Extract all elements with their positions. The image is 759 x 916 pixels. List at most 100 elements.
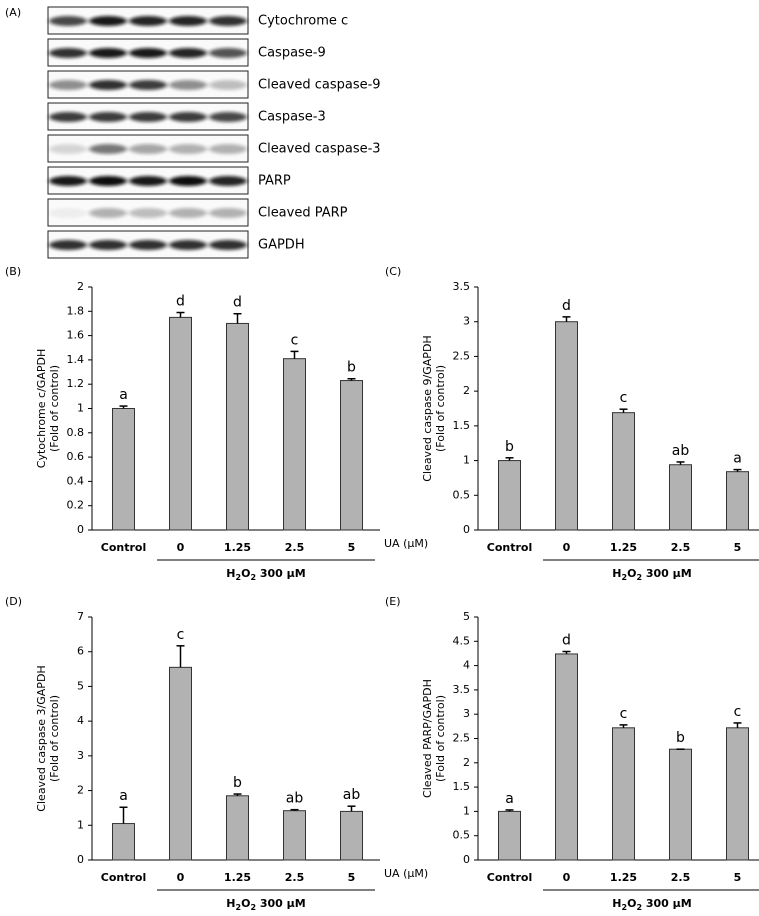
x-tick-label: 2.5	[285, 871, 305, 884]
significance-letter: c	[177, 627, 185, 643]
blot-band	[209, 144, 247, 154]
y-axis-label: Cleaved caspase 3/GAPDH	[35, 665, 48, 811]
bar	[612, 727, 635, 861]
blot-band	[49, 16, 87, 26]
bar	[498, 460, 521, 531]
blot-band	[209, 176, 247, 186]
y-tick-label: 0	[463, 523, 470, 536]
y-tick-label: 1.5	[453, 419, 471, 432]
blot-band	[49, 112, 87, 122]
x-tick-label: 5	[348, 541, 356, 554]
blot-band	[49, 208, 87, 218]
x-tick-label: 2.5	[671, 871, 691, 884]
group-label-part: 2	[236, 573, 242, 582]
blot-band	[169, 80, 207, 90]
y-axis-label: Cleaved PARP/GAPDH	[421, 679, 434, 798]
y-axis-label: Cytochrome c/GAPDH	[35, 349, 48, 468]
blot-band	[129, 208, 167, 218]
y-tick-label: 1	[463, 454, 470, 467]
x-tick-label: 2.5	[285, 541, 305, 554]
group-label-part: H	[612, 567, 621, 580]
bar	[669, 748, 692, 861]
significance-letter: a	[733, 451, 742, 467]
y-tick-label: 4	[463, 659, 470, 672]
blot-row-label: Cleaved PARP	[258, 206, 348, 221]
group-label: H2O2 300 μM	[612, 897, 691, 912]
y-tick-label: 5	[463, 610, 470, 623]
blot-band	[169, 112, 207, 122]
bar	[112, 408, 135, 531]
blot-band	[89, 112, 127, 122]
x-tick-label: 1.25	[610, 871, 637, 884]
blot-band	[209, 240, 247, 250]
blot-row-label: Caspase-3	[258, 110, 326, 125]
y-tick-label: 3.5	[453, 280, 471, 293]
group-label: H2O2 300 μM	[612, 567, 691, 582]
bar	[112, 823, 135, 861]
blot-row-label: GAPDH	[258, 238, 305, 253]
significance-letter: c	[620, 390, 628, 406]
y-axis-label: (Fold of control)	[434, 695, 447, 782]
x-tick-label: 0	[177, 871, 185, 884]
group-label-part: 2	[636, 573, 642, 582]
x-tick-label: 5	[734, 871, 742, 884]
group-label-part: O	[627, 897, 636, 910]
significance-letter: a	[505, 791, 514, 807]
y-tick-label: 5	[77, 679, 84, 692]
blot-row-label: Cleaved caspase-9	[258, 78, 381, 93]
blot-band	[169, 16, 207, 26]
bar	[612, 412, 635, 531]
blot-band	[169, 176, 207, 186]
blot-band	[209, 48, 247, 58]
y-tick-label: 1.6	[67, 329, 85, 342]
panel-label: (A)	[5, 6, 21, 19]
group-label-part: 2	[250, 573, 256, 582]
y-tick-label: 3	[463, 707, 470, 720]
y-tick-label: 1	[463, 804, 470, 817]
bar	[726, 471, 749, 531]
group-label-part: O	[241, 897, 250, 910]
bar	[498, 810, 521, 861]
blot-band	[169, 48, 207, 58]
y-tick-label: 4.5	[453, 634, 471, 647]
y-tick-label: 0.8	[67, 426, 85, 439]
blot-band	[89, 176, 127, 186]
y-tick-label: 1.5	[453, 780, 471, 793]
significance-letter: c	[620, 706, 628, 722]
significance-letter: d	[562, 633, 571, 649]
bar	[340, 810, 363, 861]
y-tick-label: 3	[77, 749, 84, 762]
x-tick-label: Control	[487, 541, 532, 554]
blot-band	[89, 240, 127, 250]
blot-band	[129, 80, 167, 90]
y-tick-label: 1	[77, 402, 84, 415]
significance-letter: b	[347, 360, 356, 376]
blot-band	[209, 80, 247, 90]
significance-letter: c	[291, 332, 299, 348]
significance-letter: d	[176, 294, 185, 310]
y-tick-label: 0.4	[67, 474, 85, 487]
group-label-part: 300 μM	[256, 897, 306, 910]
bar	[555, 653, 578, 861]
significance-letter: c	[734, 704, 742, 720]
blot-band	[89, 48, 127, 58]
bar	[283, 810, 306, 861]
blot-band	[129, 176, 167, 186]
y-axis-label: (Fold of control)	[48, 695, 61, 782]
blot-band	[89, 144, 127, 154]
y-axis-label: (Fold of control)	[48, 365, 61, 452]
significance-letter: d	[562, 298, 571, 314]
x-tick-label: 1.25	[224, 541, 251, 554]
y-tick-label: 0.6	[67, 450, 85, 463]
x-tick-label: Control	[487, 871, 532, 884]
x-unit-label: UA (μM)	[384, 867, 428, 880]
y-tick-label: 1.4	[67, 353, 85, 366]
panel-label: (E)	[385, 595, 401, 608]
group-label-part: 300 μM	[642, 567, 692, 580]
group-label-part: H	[226, 897, 235, 910]
y-axis-label: Cleaved caspase 9/GAPDH	[421, 335, 434, 481]
blot-band	[49, 80, 87, 90]
significance-letter: b	[505, 439, 514, 455]
y-tick-label: 0.5	[453, 829, 471, 842]
